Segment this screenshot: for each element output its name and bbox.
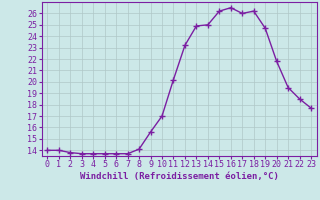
X-axis label: Windchill (Refroidissement éolien,°C): Windchill (Refroidissement éolien,°C) <box>80 172 279 181</box>
